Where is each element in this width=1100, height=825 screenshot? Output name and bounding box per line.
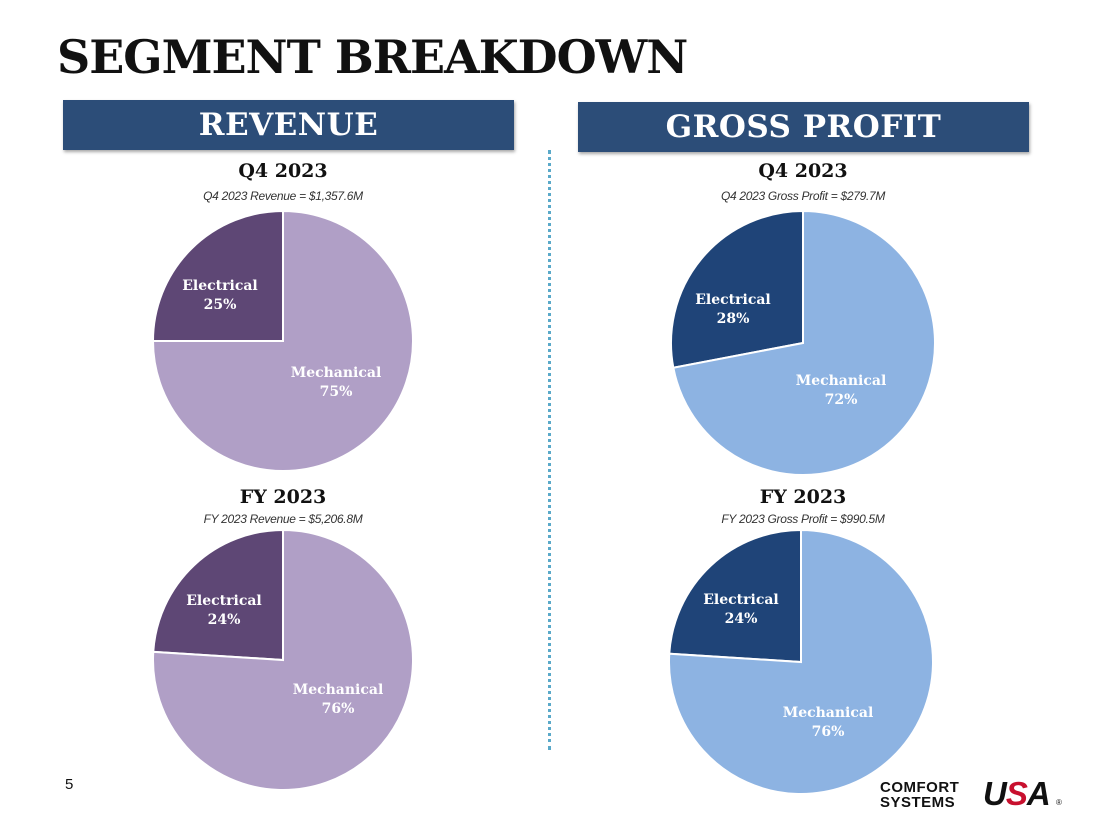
slice-percent-mechanical: 72% <box>825 392 858 408</box>
gross-profit-q4-title: Q4 2023 <box>758 160 848 182</box>
slice-percent-mechanical: 75% <box>320 384 353 400</box>
page-title: SEGMENT BREAKDOWN <box>57 30 688 84</box>
revenue-q4-subtitle: Q4 2023 Revenue = $1,357.6M <box>203 189 363 203</box>
slice-percent-mechanical: 76% <box>812 724 845 740</box>
pie-slice-electrical <box>151 209 284 342</box>
pie-slice-mechanical <box>151 209 414 472</box>
logo-line-2: SYSTEMS <box>880 794 956 811</box>
logo-s: S <box>1005 775 1028 812</box>
pie-slice-electrical <box>668 528 802 664</box>
gross-profit-fy-title: FY 2023 <box>759 486 847 508</box>
pie-slice-electrical <box>152 528 284 662</box>
section-divider <box>548 150 551 750</box>
logo-line-1: COMFORT <box>880 779 960 796</box>
slice-percent-electrical: 28% <box>717 311 750 327</box>
slice-percent-electrical: 24% <box>725 611 758 627</box>
revenue-fy-subtitle: FY 2023 Revenue = $5,206.8M <box>203 512 363 526</box>
slice-percent-electrical: 25% <box>204 297 237 313</box>
gross-profit-banner: GROSS PROFIT <box>578 102 1029 152</box>
revenue-fy-title: FY 2023 <box>239 486 327 508</box>
logo-usa: USA <box>983 775 1051 812</box>
pie-slice-electrical <box>670 209 804 369</box>
slice-name-mechanical: Mechanical <box>783 705 874 721</box>
pie-slice-mechanical <box>152 528 414 791</box>
slice-name-mechanical: Mechanical <box>796 373 887 389</box>
slice-name-mechanical: Mechanical <box>293 682 384 698</box>
pie-slice-mechanical <box>672 209 936 476</box>
logo-a: A <box>1026 775 1051 812</box>
revenue-q4-title: Q4 2023 <box>238 160 328 182</box>
slice-name-electrical: Electrical <box>695 292 771 308</box>
revenue-banner: REVENUE <box>63 100 514 150</box>
slice-name-electrical: Electrical <box>703 592 779 608</box>
logo-u: U <box>983 775 1007 812</box>
slice-name-electrical: Electrical <box>186 593 262 609</box>
logo-registered-mark: ® <box>1056 798 1062 807</box>
page-number: 5 <box>65 776 74 793</box>
slice-percent-mechanical: 76% <box>322 701 355 717</box>
gross-profit-fy-subtitle: FY 2023 Gross Profit = $990.5M <box>721 512 885 526</box>
company-logo: COMFORT SYSTEMS USA ® <box>880 775 1070 812</box>
slice-name-mechanical: Mechanical <box>291 365 382 381</box>
slice-name-electrical: Electrical <box>182 278 258 294</box>
pie-slice-mechanical <box>668 528 934 795</box>
slice-percent-electrical: 24% <box>208 612 241 628</box>
gross-profit-q4-subtitle: Q4 2023 Gross Profit = $279.7M <box>720 189 886 203</box>
